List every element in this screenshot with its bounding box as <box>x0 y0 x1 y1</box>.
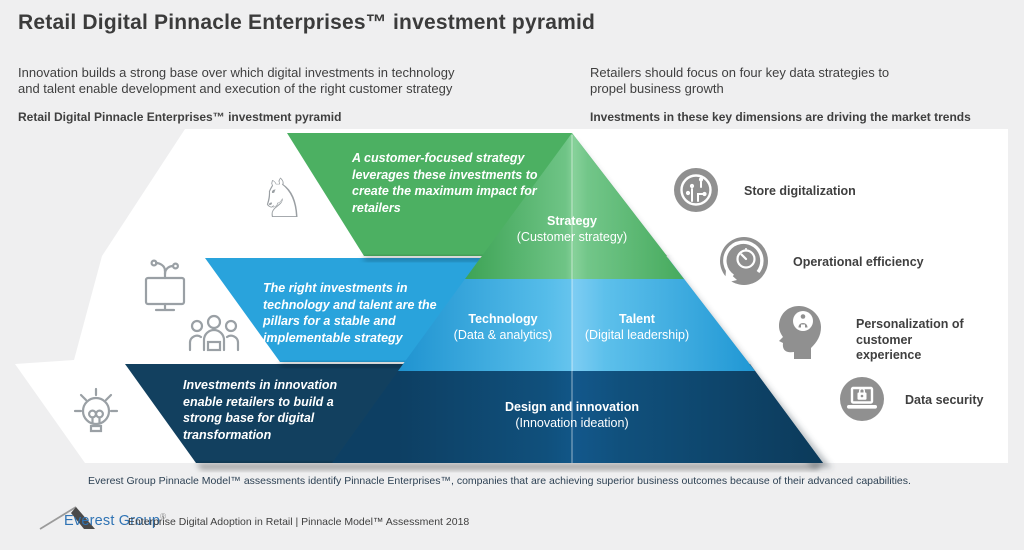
trend-personalization-label: Personalization of customer experience <box>856 317 964 363</box>
design-description: Investments in innovation enable retaile… <box>183 378 338 442</box>
right-section-header: Investments in these key dimensions are … <box>590 110 971 124</box>
trend-data-security-label: Data security <box>905 393 984 407</box>
chess-knight-icon: ♘ <box>258 169 307 229</box>
people-group-icon <box>188 314 240 352</box>
everest-logo-mountain-icon <box>39 506 95 530</box>
pinnacle-note: Everest Group Pinnacle Model™ assessment… <box>88 475 911 487</box>
left-intro-text: Innovation builds a strong base over whi… <box>18 65 455 97</box>
design-label: Design and innovation (Innovation ideati… <box>472 399 672 431</box>
talent-name: Talent <box>619 312 655 326</box>
pyramid-technology-section <box>398 279 572 371</box>
talent-sub: (Digital leadership) <box>584 328 690 342</box>
footer-caption: Enterprise Digital Adoption in Retail | … <box>128 516 470 528</box>
pyramid-talent-section <box>572 279 755 371</box>
technology-sub: (Data & analytics) <box>453 328 553 342</box>
strategy-description: A customer-focused strategy leverages th… <box>352 151 538 215</box>
strategy-label: Strategy (Customer strategy) <box>472 213 672 245</box>
strategy-name: Strategy <box>546 214 598 228</box>
technology-talent-description: The right investments in technology and … <box>263 281 437 345</box>
design-sub: (Innovation ideation) <box>515 416 629 430</box>
technology-name: Technology <box>468 312 538 326</box>
trend-operational-efficiency-label: Operational efficiency <box>793 255 924 269</box>
technology-label: Technology (Data & analytics) <box>403 311 603 343</box>
lightbulb-icon <box>73 387 119 433</box>
head-profile-icon <box>779 306 821 359</box>
circuit-board-icon <box>674 168 718 212</box>
trend-store-digitalization-label: Store digitalization <box>744 184 856 198</box>
pyramid-strategy-section <box>465 133 684 279</box>
monitor-sprout-icon <box>144 259 186 312</box>
band-shadow-3 <box>196 463 823 470</box>
logo-text: Everest Group <box>64 512 161 529</box>
pyramid-design-right-section <box>572 371 823 463</box>
talent-label: Talent (Digital leadership) <box>537 311 737 343</box>
page-title: Retail Digital Pinnacle Enterprises™ inv… <box>18 11 596 34</box>
everest-group-logo: Everest Group® <box>64 512 166 529</box>
logo-registered-mark: ® <box>160 512 167 521</box>
laptop-lock-icon <box>840 377 884 421</box>
pyramid-design-left-section <box>332 371 572 463</box>
efficiency-gauge-icon <box>720 237 768 285</box>
right-intro-text: Retailers should focus on four key data … <box>590 65 890 97</box>
left-section-header: Retail Digital Pinnacle Enterprises™ inv… <box>18 110 342 124</box>
strategy-sub: (Customer strategy) <box>516 230 628 244</box>
design-name: Design and innovation <box>504 400 640 414</box>
